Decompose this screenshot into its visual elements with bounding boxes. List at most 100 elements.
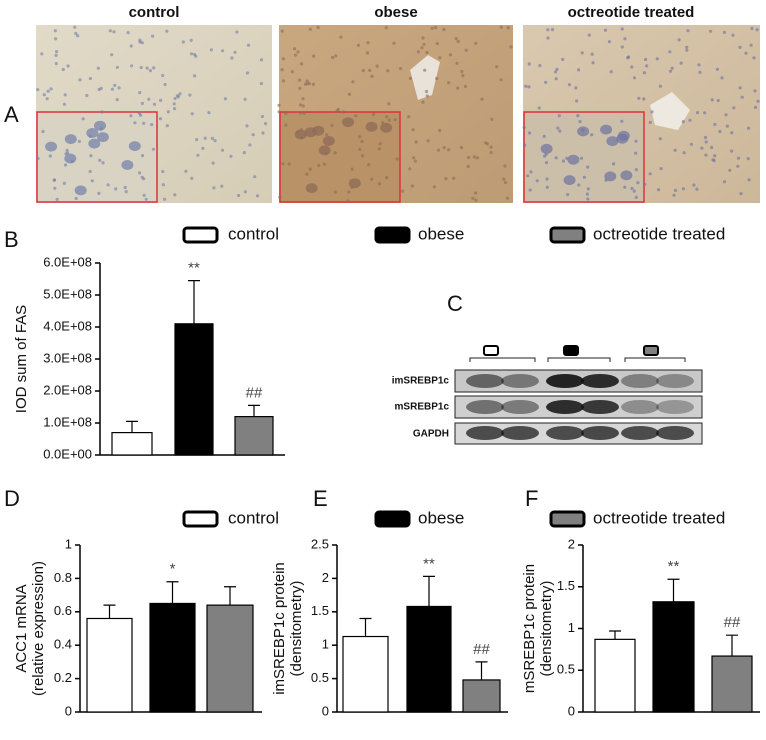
cell <box>544 161 549 165</box>
cell <box>456 39 460 44</box>
cell <box>298 78 302 82</box>
cell <box>281 57 285 61</box>
panel-letter: A <box>4 102 19 127</box>
cell <box>658 84 663 88</box>
cell <box>603 28 608 32</box>
band <box>656 374 694 388</box>
cells <box>36 25 760 203</box>
cell <box>689 142 694 146</box>
band <box>621 400 659 414</box>
cell <box>746 157 750 161</box>
cell <box>426 139 430 143</box>
cell <box>189 38 193 42</box>
cell <box>366 41 370 45</box>
cell <box>308 167 312 171</box>
cell <box>97 191 101 195</box>
band <box>621 374 659 388</box>
cell <box>408 76 412 80</box>
cell <box>672 193 676 197</box>
cell <box>138 171 142 175</box>
cell <box>657 188 661 192</box>
cell <box>421 100 425 104</box>
cell <box>411 128 415 132</box>
cell <box>158 117 162 121</box>
cell <box>557 114 561 118</box>
bar <box>149 602 196 713</box>
cell <box>115 98 119 102</box>
legend-swatch <box>549 510 586 528</box>
cell <box>738 45 742 50</box>
cell <box>543 154 547 158</box>
y-axis-label: IOD sum of FAS <box>13 305 30 413</box>
cell <box>623 185 627 189</box>
cell <box>385 115 389 119</box>
cell <box>261 131 265 135</box>
cell <box>245 124 249 128</box>
cell <box>579 156 584 160</box>
y-tick-label: 3.0E+08 <box>43 350 92 365</box>
panel-letter: E <box>313 486 328 511</box>
cell <box>278 195 282 199</box>
cell <box>484 141 488 145</box>
cell <box>73 25 77 29</box>
cell <box>333 151 337 155</box>
cell <box>685 48 689 52</box>
cell <box>576 114 580 118</box>
cell <box>137 111 141 115</box>
cell <box>725 124 730 128</box>
cell <box>673 188 678 192</box>
y-axis-label: (relative expression) <box>30 561 47 696</box>
cell <box>738 86 742 90</box>
y-tick-label: 2 <box>322 570 329 585</box>
bar <box>711 655 753 713</box>
nucleus <box>305 183 318 194</box>
cell <box>188 93 192 97</box>
cell <box>331 55 335 60</box>
cell <box>98 158 102 162</box>
cell <box>436 148 441 152</box>
cell <box>471 196 475 200</box>
cell <box>586 197 590 201</box>
cell <box>220 184 224 188</box>
cell <box>586 165 590 169</box>
cell <box>129 114 133 118</box>
cell <box>317 163 321 168</box>
cell <box>190 112 194 116</box>
cell <box>582 175 587 179</box>
cell <box>577 68 581 72</box>
cell <box>682 151 686 155</box>
y-tick-label: 0.0E+00 <box>43 446 92 461</box>
cell <box>284 111 288 116</box>
cell <box>175 94 179 98</box>
legend-label: octreotide treated <box>593 224 725 243</box>
cell <box>351 80 355 84</box>
nucleus <box>64 153 77 164</box>
cell <box>201 146 205 150</box>
cell <box>375 64 379 68</box>
cell <box>648 172 652 176</box>
cell <box>620 119 624 123</box>
y-axis-label: (densitometry) <box>288 581 305 677</box>
cell <box>749 43 753 47</box>
cell <box>578 120 582 124</box>
cell <box>668 50 672 54</box>
cell <box>150 123 154 127</box>
cell <box>435 42 439 46</box>
y-tick-label: 1 <box>568 620 575 635</box>
nucleus <box>45 141 58 152</box>
bar <box>234 416 274 456</box>
cell <box>679 61 683 65</box>
cell <box>634 151 638 155</box>
cell <box>129 44 133 48</box>
cell <box>550 28 555 32</box>
cell <box>181 40 185 44</box>
cell <box>506 26 510 30</box>
cell <box>113 83 117 87</box>
cell <box>52 178 56 182</box>
cell <box>545 185 549 189</box>
cell <box>668 69 673 73</box>
cell <box>442 27 446 32</box>
cell <box>100 110 104 114</box>
cell <box>442 146 446 150</box>
significance: ## <box>473 641 490 658</box>
